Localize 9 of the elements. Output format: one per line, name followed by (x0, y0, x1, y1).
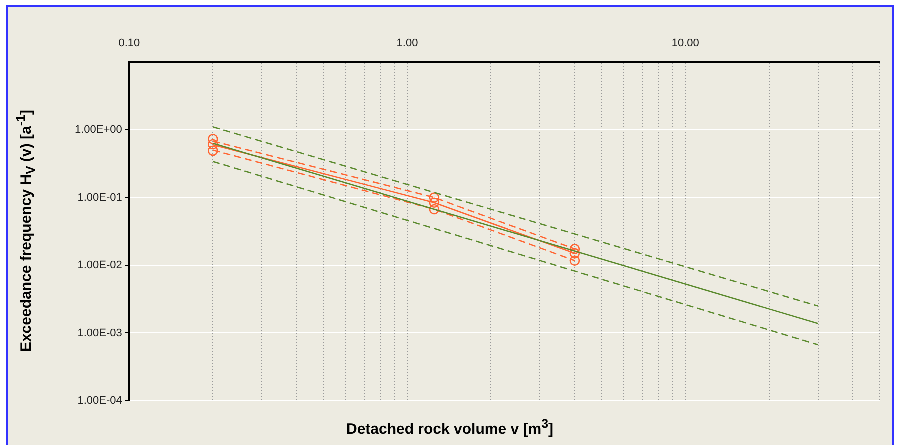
y-tick-label: 1.00E-02 (78, 260, 122, 272)
x-tick-label: 0.10 (118, 38, 140, 50)
y-tick-label: 1.00E+00 (75, 124, 122, 136)
y-tick-label: 1.00E-04 (78, 395, 122, 408)
x-tick-label: 10.00 (672, 38, 700, 50)
x-tick-label: 1.00 (396, 38, 418, 50)
y-tick-label: 1.00E-01 (78, 192, 122, 204)
x-axis-title: Detached rock volume v [m$^{3}$] (345, 417, 555, 438)
y-tick-label: 1.00E-03 (78, 327, 122, 340)
